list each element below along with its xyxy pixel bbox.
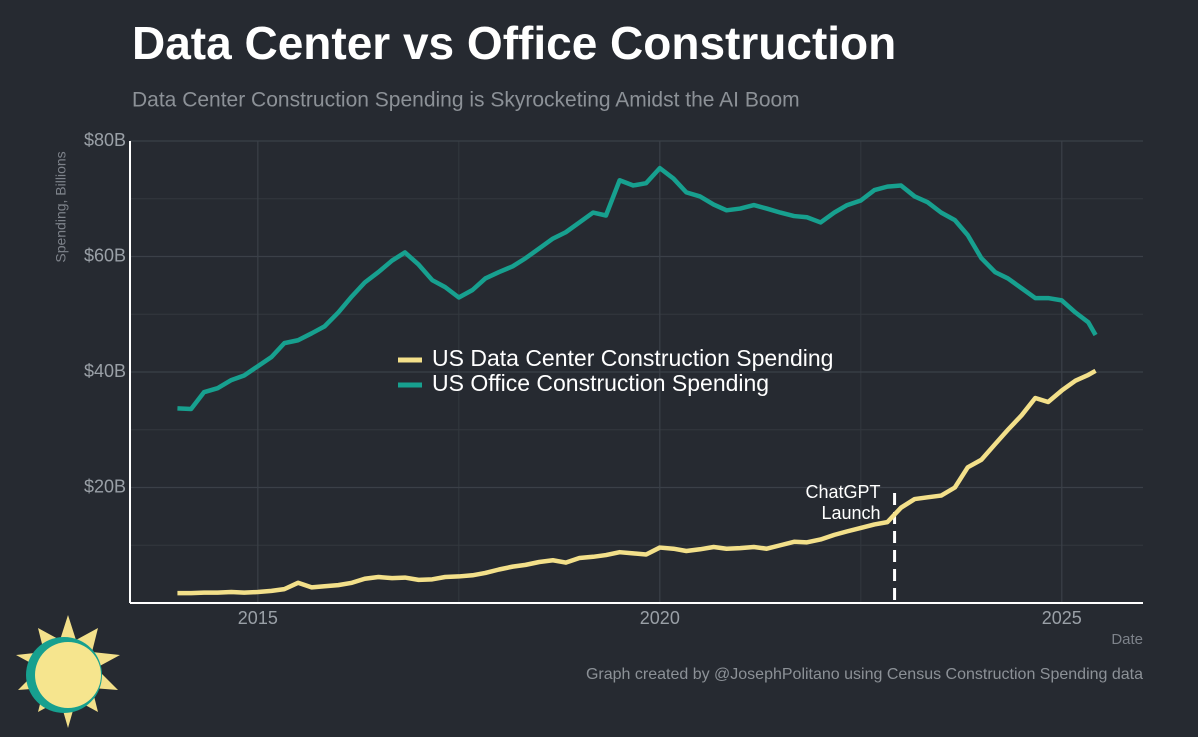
x-tick-label: 2025 — [1042, 608, 1082, 628]
data-line — [177, 165, 1098, 412]
y-tick-label: $20B — [84, 476, 126, 496]
legend-label: US Data Center Construction Spending — [432, 345, 833, 371]
chart-subtitle: Data Center Construction Spending is Sky… — [132, 89, 800, 112]
annotation-text: Launch — [822, 503, 881, 523]
x-tick-label: 2020 — [640, 608, 680, 628]
y-axis-label: Spending, Billions — [53, 151, 69, 262]
annotation-text: ChatGPT — [806, 482, 881, 502]
y-tick-label: $40B — [84, 361, 126, 381]
x-axis-label: Date — [1111, 631, 1143, 648]
chart-title: Data Center vs Office Construction — [132, 17, 896, 69]
x-tick-label: 2015 — [238, 608, 278, 628]
y-tick-label: $60B — [84, 245, 126, 265]
logo — [16, 615, 120, 728]
legend-label: US Office Construction Spending — [432, 370, 769, 396]
y-tick-label: $80B — [84, 130, 126, 150]
credit: Graph created by @JosephPolitano using C… — [586, 666, 1143, 683]
data-line — [177, 368, 1097, 596]
sun-disc — [35, 642, 101, 708]
